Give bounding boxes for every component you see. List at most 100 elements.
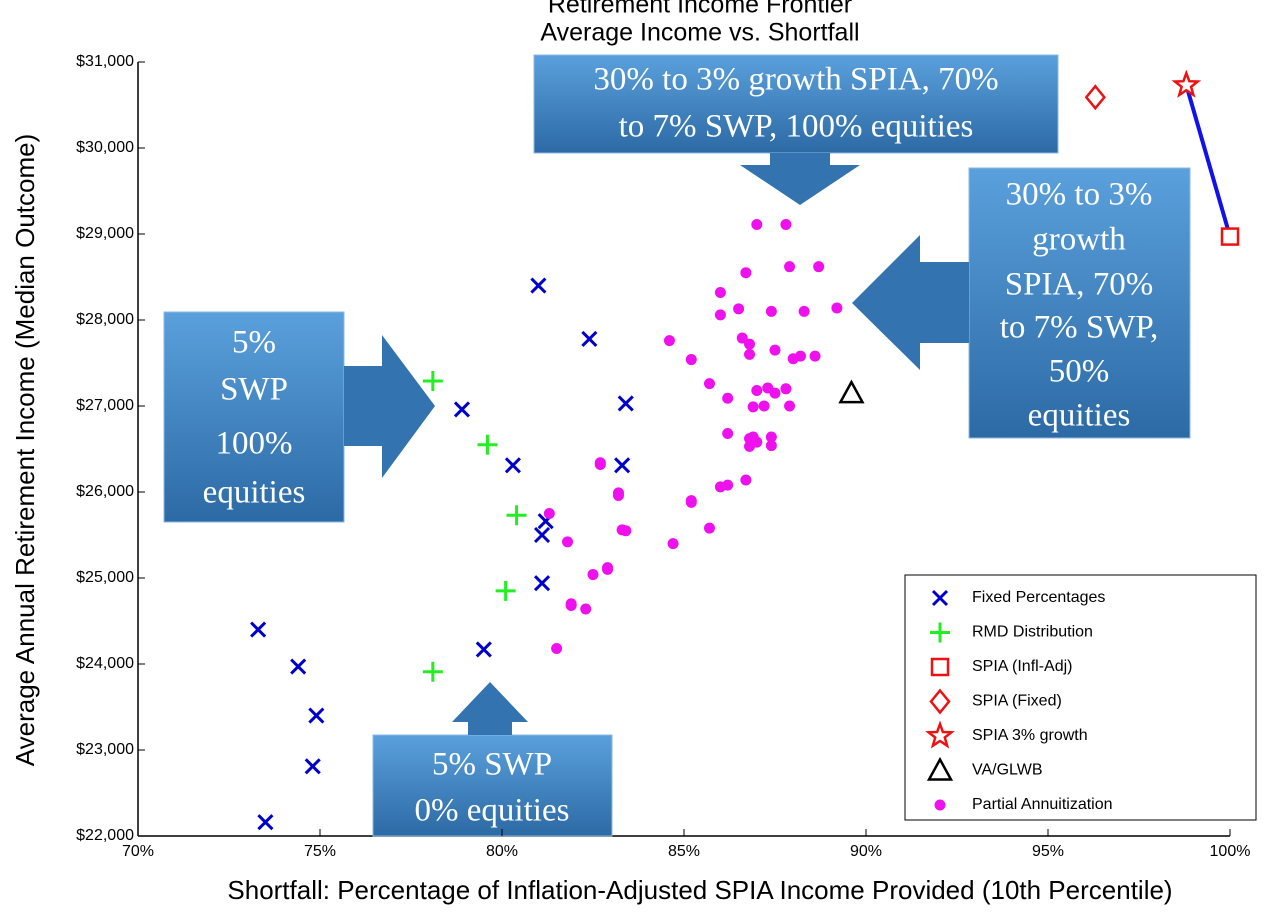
- callout-text: 30% to 3% growth SPIA, 70%: [593, 62, 998, 98]
- point: [422, 661, 443, 682]
- legend-marker: [929, 688, 951, 715]
- point: [751, 219, 763, 231]
- point: [747, 431, 759, 443]
- callout-text: SPIA, 70%: [1005, 267, 1154, 303]
- point: [736, 332, 748, 344]
- point: [714, 309, 726, 321]
- point: [565, 600, 577, 612]
- point: [250, 621, 267, 638]
- point: [308, 707, 325, 724]
- point: [813, 261, 825, 273]
- point: [530, 277, 547, 294]
- point: [475, 641, 492, 658]
- point: [744, 348, 756, 360]
- callout: [852, 167, 1191, 439]
- point: [1171, 69, 1202, 98]
- point: [784, 400, 796, 412]
- point: [714, 286, 726, 298]
- point: [685, 496, 697, 508]
- y-tick-label: $27,000: [76, 397, 134, 414]
- point: [581, 330, 598, 347]
- point: [809, 350, 821, 362]
- x-tick-label: 75%: [304, 843, 336, 860]
- point: [422, 371, 443, 392]
- y-tick-label: $26,000: [76, 483, 134, 500]
- callout-text: equities: [1028, 398, 1131, 434]
- point: [769, 344, 781, 356]
- point: [780, 219, 792, 231]
- point: [504, 457, 521, 474]
- x-tick-label: 70%: [122, 843, 154, 860]
- y-tick-label: $23,000: [76, 741, 134, 758]
- chart-subtitle: Average Income vs. Shortfall: [540, 19, 859, 47]
- point: [769, 387, 781, 399]
- callout-text: 30% to 3%: [1006, 177, 1153, 213]
- point: [617, 395, 634, 412]
- legend: [904, 574, 1257, 821]
- y-tick-label: $30,000: [76, 139, 134, 156]
- point: [667, 538, 679, 550]
- x-axis-label: Shortfall: Percentage of Inflation-Adjus…: [227, 875, 1172, 905]
- point: [257, 814, 274, 831]
- point: [587, 569, 599, 581]
- point: [594, 458, 606, 470]
- point: [612, 489, 624, 501]
- point: [703, 522, 715, 534]
- plot: [250, 69, 1240, 831]
- point: [495, 580, 516, 601]
- x-tick-label: 100%: [1210, 843, 1251, 860]
- point: [722, 392, 734, 404]
- point: [620, 525, 632, 537]
- chart-title: Retirement Income Frontier: [548, 0, 852, 19]
- legend-marker: [934, 799, 946, 811]
- point: [551, 643, 563, 655]
- point: [290, 658, 307, 675]
- y-tick-label: $25,000: [76, 569, 134, 586]
- callout-text: 50%: [1049, 354, 1110, 390]
- callout-text: 5%: [232, 325, 276, 361]
- point: [740, 474, 752, 486]
- point: [562, 536, 574, 548]
- point: [733, 303, 745, 315]
- y-axis-label: Average Annual Retirement Income (Median…: [10, 134, 40, 767]
- frontier-line: [1184, 84, 1232, 238]
- point: [602, 562, 614, 574]
- callout-text: 100%: [216, 426, 293, 462]
- point: [722, 428, 734, 440]
- callout: [372, 682, 613, 837]
- x-tick-label: 95%: [1032, 843, 1064, 860]
- point: [453, 401, 471, 418]
- x-tick-label: 80%: [486, 843, 518, 860]
- callout-text: growth: [1032, 222, 1126, 258]
- legend-marker: [930, 622, 950, 643]
- callout-text: equities: [203, 475, 306, 511]
- y-tick-label: $31,000: [76, 53, 134, 70]
- callout-text: 5% SWP: [432, 747, 552, 783]
- legend-label: Fixed Percentages: [972, 589, 1105, 606]
- x-tick-label: 85%: [668, 843, 700, 860]
- point: [304, 758, 321, 775]
- y-tick-label: $28,000: [76, 311, 134, 328]
- callout: [163, 311, 435, 523]
- point: [533, 526, 551, 544]
- legend-label: SPIA (Infl-Adj): [972, 658, 1072, 675]
- point: [614, 457, 631, 474]
- legend-label: SPIA 3% growth: [972, 727, 1088, 744]
- point: [784, 261, 796, 273]
- point: [838, 379, 865, 404]
- point: [663, 335, 675, 347]
- point: [765, 440, 777, 452]
- callout-text: to 7% SWP, 100% equities: [619, 109, 974, 145]
- point: [798, 305, 810, 317]
- point: [758, 400, 770, 412]
- legend-label: Partial Annuitization: [972, 796, 1113, 813]
- point: [744, 440, 756, 452]
- point: [1084, 84, 1106, 111]
- point: [1220, 227, 1240, 246]
- point: [747, 401, 759, 413]
- point: [740, 267, 752, 279]
- point: [580, 603, 592, 615]
- point: [751, 385, 763, 397]
- callout-text: to 7% SWP,: [1000, 310, 1159, 346]
